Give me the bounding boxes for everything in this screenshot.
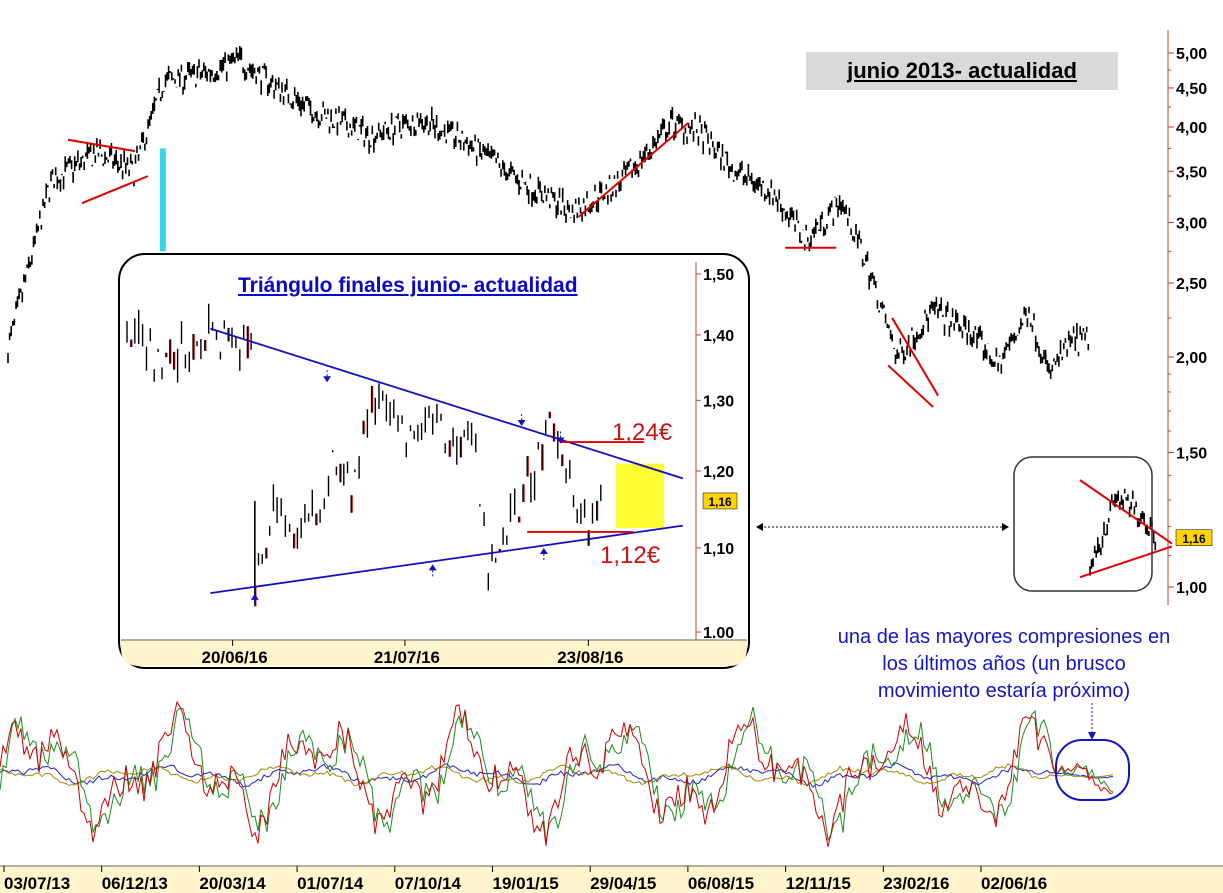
- trendline: [891, 317, 939, 397]
- y-tick-label: 5,00: [1176, 46, 1207, 63]
- price-bars: [7, 46, 1157, 576]
- y-tick-label: 3,50: [1176, 164, 1207, 181]
- touch-arrowhead: [517, 420, 526, 427]
- last-price-badge: [1175, 529, 1213, 547]
- inset-last-price-badge: [702, 492, 738, 510]
- x-tick-label: 03/07/13: [4, 874, 70, 893]
- main-price-series: [7, 46, 1157, 576]
- note-arrowhead: [1088, 732, 1096, 740]
- y-axis-band: [1168, 0, 1223, 605]
- x-tick-label: 12/11/15: [786, 874, 851, 893]
- trendline: [887, 364, 934, 408]
- oscillator-green: [0, 706, 1114, 843]
- y-tick-label: 4,50: [1176, 81, 1207, 98]
- inset-yellow-zone: [616, 463, 665, 529]
- note-line-1: una de las mayores compresiones en: [837, 626, 1171, 648]
- yellow-zone: [616, 463, 665, 529]
- inset-x-tick-label: 21/07/16: [374, 648, 440, 667]
- note-line-2: los últimos años (un brusco: [882, 653, 1126, 675]
- y-tick-label: 3,00: [1176, 215, 1207, 232]
- y-tick-label: 4,00: [1176, 120, 1207, 137]
- main-title-box: junio 2013- actualidad: [806, 52, 1118, 90]
- x-tick-label: 23/02/16: [883, 874, 949, 893]
- trendline: [1079, 479, 1173, 545]
- y-tick-label: 2,50: [1176, 276, 1207, 293]
- compression-circle: [1055, 739, 1130, 801]
- inset-y-tick-label: 1,20: [703, 464, 734, 481]
- oscillator-panel: [0, 700, 1114, 847]
- inset-price-series: [126, 303, 602, 607]
- main-title: junio 2013- actualidad: [847, 58, 1077, 83]
- inset-y-tick-label: 1,50: [703, 267, 734, 284]
- inset-y-tick-label: 1,40: [703, 328, 734, 345]
- zoom-box: [1013, 456, 1153, 592]
- x-tick-label: 06/12/13: [102, 874, 168, 893]
- inset-y-tick-label: 1.00: [703, 625, 734, 642]
- x-tick-label: 02/06/16: [981, 874, 1047, 893]
- inset-last-price-label: 1,16: [708, 495, 732, 509]
- trendline: [67, 138, 136, 153]
- main-y-axis: 5,00 4,50 4,00 3,50 3,00 2,50 2,00 1,50 1,00 1,16: [1168, 46, 1213, 597]
- level-label: 1,24€: [612, 419, 673, 446]
- x-tick-label: 19/01/15: [493, 874, 559, 893]
- inset-triangle-lines: 1,24€ 1,12€: [210, 327, 684, 606]
- inset-frame: [118, 253, 750, 669]
- main-x-axis: 03/07/13 06/12/13 20/03/14 01/07/14 07/10/14…: [3, 866, 1047, 893]
- inset-y-tick-label: 1,10: [703, 541, 734, 558]
- x-tick-label: 06/08/15: [688, 874, 754, 893]
- inset-y-tick-label: 1,30: [703, 393, 734, 410]
- last-price-label: 1,16: [1182, 532, 1206, 546]
- oscillator-blue: [0, 762, 1114, 788]
- x-axis-band: [0, 866, 1223, 893]
- inset-title: Triángulo finales junio- actualidad: [238, 274, 578, 297]
- annotation-note: una de las mayores compresiones en los ú…: [794, 624, 1214, 705]
- x-tick-label: 07/10/14: [395, 874, 462, 893]
- inset-y-axis: 1,50 1,40 1,30 1,20 1,10 1.00 1,16: [696, 267, 738, 642]
- touch-arrowhead: [556, 437, 565, 444]
- inset-price-bars: [126, 303, 602, 607]
- x-tick-label: 20/03/14: [199, 874, 266, 893]
- main-trendlines: [67, 122, 1173, 579]
- y-tick-label: 1,00: [1176, 580, 1207, 597]
- x-tick-label: 29/04/15: [590, 874, 656, 893]
- oscillator-red: [0, 700, 1114, 847]
- triangle-upper-line: [210, 327, 684, 480]
- gap-marker: [159, 148, 166, 252]
- inset-x-tick-label: 23/08/16: [557, 648, 623, 667]
- level-label: 1,12€: [600, 542, 661, 569]
- trendline: [1079, 545, 1173, 579]
- x-tick-label: 01/07/14: [297, 874, 364, 893]
- trendline: [577, 122, 690, 218]
- y-tick-label: 1,50: [1176, 445, 1207, 462]
- y-tick-label: 2,00: [1176, 350, 1207, 367]
- inset-x-axis-band: [121, 640, 747, 666]
- trendline: [81, 175, 149, 205]
- note-line-3: movimiento estaría próximo): [877, 680, 1131, 702]
- inset-x-axis: 20/06/16 21/07/16 23/08/16: [202, 640, 623, 667]
- inset-x-tick-label: 20/06/16: [202, 648, 268, 667]
- oscillator-olive: [0, 763, 1114, 787]
- touch-arrowhead: [323, 376, 332, 383]
- touch-arrowhead: [539, 547, 548, 554]
- triangle-lower-line: [210, 524, 683, 595]
- touch-arrowhead: [250, 593, 259, 600]
- touch-arrowhead: [428, 564, 437, 571]
